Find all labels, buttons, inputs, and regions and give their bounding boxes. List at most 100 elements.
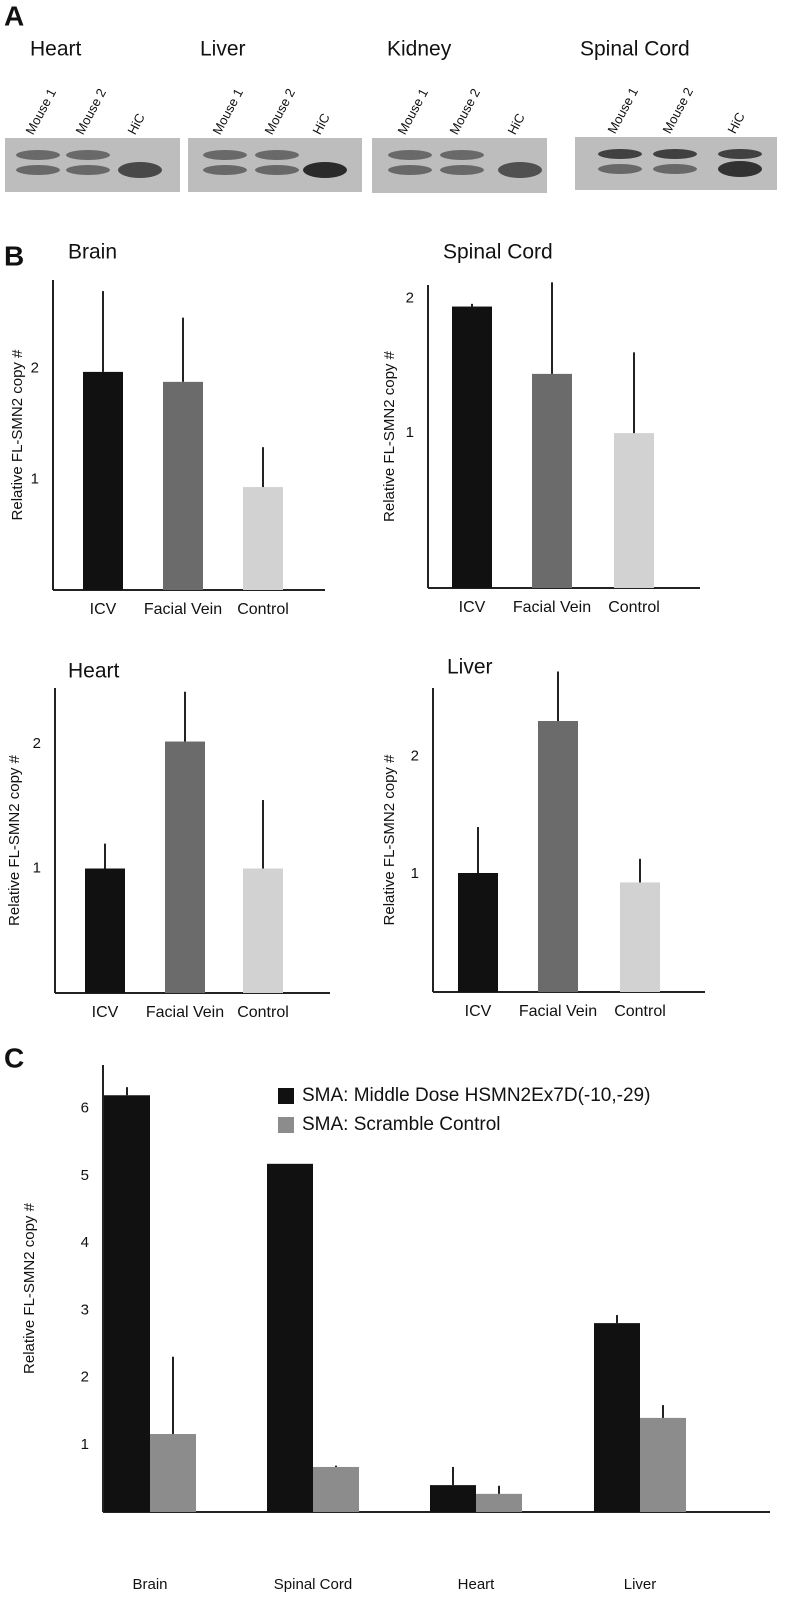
gel-band (718, 161, 762, 177)
y-tick-label: 1 (31, 470, 39, 487)
gel-band (66, 150, 110, 160)
y-tick-label: 2 (406, 289, 414, 306)
y-axis-label: Relative FL-SMN2 copy # (9, 349, 26, 521)
bar (640, 1417, 686, 1512)
chart-title: Heart (68, 660, 120, 683)
gel-band (203, 165, 247, 175)
gel-band (303, 162, 347, 178)
bar (538, 720, 578, 992)
x-tick-label: Facial Vein (144, 601, 222, 618)
legend-swatch (278, 1088, 294, 1104)
gel-title: Liver (200, 38, 246, 61)
y-axis-label: Relative FL-SMN2 copy # (381, 754, 398, 926)
x-tick-label: ICV (459, 599, 486, 616)
gel-band (598, 164, 642, 174)
gel-band (388, 150, 432, 160)
y-tick-label: 6 (81, 1100, 89, 1117)
gel-band (440, 165, 484, 175)
bar (243, 487, 283, 590)
lane-label: Mouse 1 (22, 86, 59, 137)
y-tick-label: 2 (33, 735, 41, 752)
gel-band (66, 165, 110, 175)
gel-band (598, 149, 642, 159)
lane-label: Mouse 1 (604, 85, 641, 136)
gel-title: Heart (30, 38, 82, 61)
bar (267, 1163, 313, 1512)
gel-band (255, 165, 299, 175)
chart-title: Liver (447, 656, 493, 679)
bar (458, 872, 498, 992)
legend-label: SMA: Scramble Control (302, 1114, 501, 1135)
bar (104, 1095, 150, 1512)
lane-label: Mouse 1 (394, 86, 431, 137)
x-tick-label: Liver (624, 1576, 657, 1593)
gel-band (388, 165, 432, 175)
x-tick-label: ICV (90, 601, 117, 618)
y-tick-label: 1 (406, 424, 414, 441)
bar (150, 1434, 196, 1512)
bar (165, 741, 205, 993)
x-tick-label: Facial Vein (513, 599, 591, 616)
panel-label: A (4, 0, 24, 31)
chart-title: Spinal Cord (443, 241, 553, 264)
bar (243, 868, 283, 993)
bar (614, 433, 654, 588)
y-tick-label: 2 (81, 1369, 89, 1386)
gel-band (203, 150, 247, 160)
y-tick-label: 5 (81, 1167, 89, 1184)
lane-label: Mouse 2 (659, 85, 696, 136)
x-tick-label: Control (614, 1003, 666, 1020)
x-tick-label: Heart (458, 1576, 496, 1593)
bar (83, 371, 123, 590)
gel-band (498, 162, 542, 178)
lane-label: HiC (724, 110, 747, 136)
y-tick-label: 1 (81, 1436, 89, 1453)
y-axis-label: Relative FL-SMN2 copy # (381, 350, 398, 522)
lane-label: HiC (504, 111, 527, 137)
legend-label: SMA: Middle Dose HSMN2Ex7D(-10,-29) (302, 1085, 650, 1106)
bar (85, 868, 125, 993)
x-tick-label: Facial Vein (146, 1004, 224, 1021)
gel-title: Kidney (387, 38, 452, 61)
lane-label: Mouse 2 (261, 86, 298, 137)
lane-label: Mouse 2 (72, 86, 109, 137)
gel-title: Spinal Cord (580, 38, 690, 61)
x-tick-label: Control (237, 601, 289, 618)
x-tick-label: Spinal Cord (274, 1576, 352, 1593)
bar (430, 1485, 476, 1512)
gel-band (16, 165, 60, 175)
x-tick-label: Brain (132, 1576, 167, 1593)
bar (532, 373, 572, 588)
x-tick-label: ICV (465, 1003, 492, 1020)
bar (313, 1466, 359, 1512)
bar (594, 1323, 640, 1512)
y-axis-label: Relative FL-SMN2 copy # (21, 1202, 38, 1374)
lane-label: Mouse 1 (209, 86, 246, 137)
bar (452, 306, 492, 588)
y-tick-label: 2 (31, 360, 39, 377)
bar (476, 1493, 522, 1512)
gel-band (255, 150, 299, 160)
y-tick-label: 3 (81, 1301, 89, 1318)
lane-label: Mouse 2 (446, 86, 483, 137)
bar (620, 882, 660, 992)
bar (163, 381, 203, 590)
y-tick-label: 1 (411, 865, 419, 882)
chart-title: Brain (68, 241, 117, 264)
gel-band (16, 150, 60, 160)
gel-band (718, 149, 762, 159)
gel-band (653, 149, 697, 159)
x-tick-label: ICV (92, 1004, 119, 1021)
x-tick-label: Control (608, 599, 660, 616)
y-tick-label: 4 (81, 1234, 89, 1251)
gel-band (440, 150, 484, 160)
gel-band (118, 162, 162, 178)
panel-label: B (4, 240, 24, 271)
gel-band (653, 164, 697, 174)
lane-label: HiC (309, 111, 332, 137)
y-tick-label: 1 (33, 859, 41, 876)
y-axis-label: Relative FL-SMN2 copy # (6, 754, 23, 926)
y-tick-label: 2 (411, 747, 419, 764)
x-tick-label: Control (237, 1004, 289, 1021)
